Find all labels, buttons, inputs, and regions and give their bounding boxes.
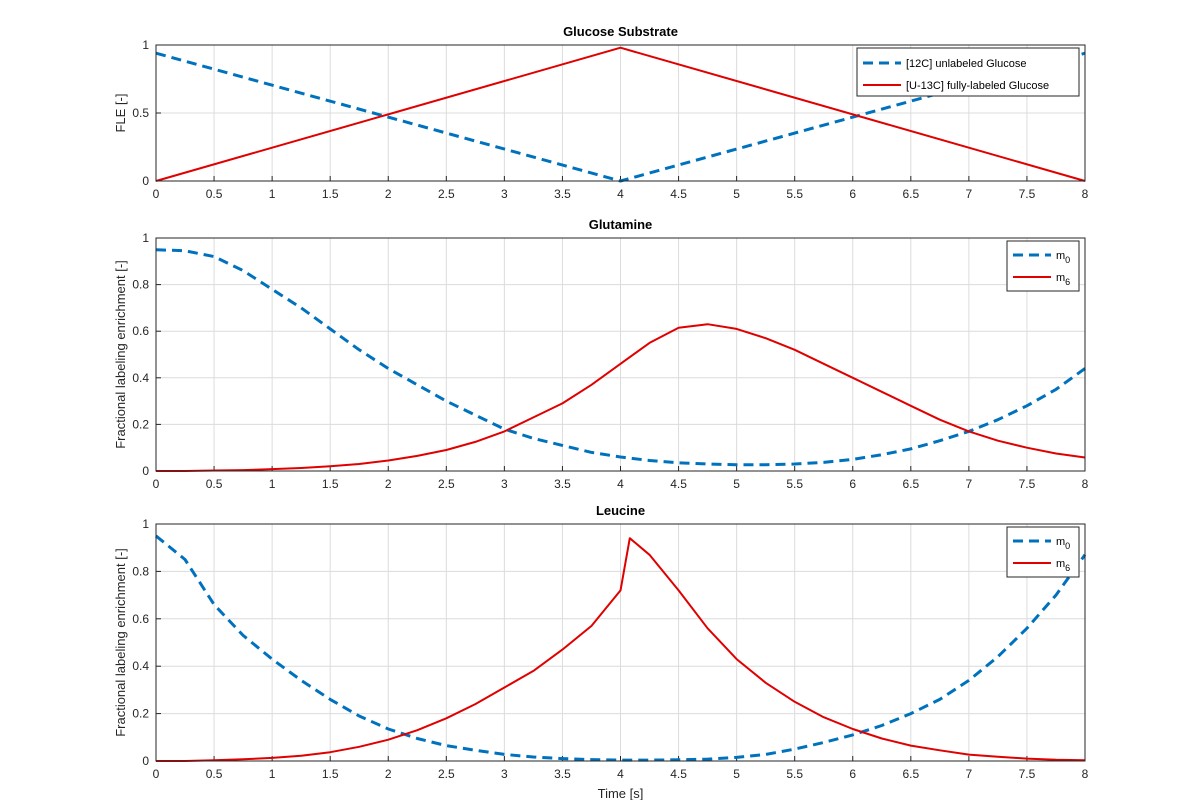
legend-label: m0 — [1056, 536, 1070, 551]
legend-box — [1006, 526, 1080, 578]
legend-label: [U-13C] fully-labeled Glucose — [906, 80, 1049, 92]
x-tick-label: 8 — [1082, 767, 1089, 781]
y-tick-label: 0 — [142, 754, 149, 768]
y-tick-label: 1 — [142, 517, 149, 531]
y-axis-label: FLE [-] — [113, 93, 128, 132]
x-tick-label: 4 — [617, 767, 624, 781]
series-line-m6 — [156, 323, 1086, 472]
x-tick-label: 3 — [501, 767, 508, 781]
x-tick-label: 6.5 — [902, 767, 919, 781]
y-tick-label: 0.6 — [132, 324, 149, 338]
x-tick-label: 0.5 — [206, 767, 223, 781]
x-tick-label: 6 — [849, 477, 856, 491]
series-line-m6 — [156, 537, 1086, 762]
subplot-2: 0 0.5 1 1.5 2 2.5 3 3.5 4 4.5 5 5.5 6 6.5 7 7.5 8 0 0.2 0.4… — [113, 217, 1089, 491]
chart-title: Leucine — [596, 503, 645, 518]
x-tick-label: 5 — [733, 477, 740, 491]
series-line-u-13c-fully-labeled-glucose — [155, 46, 1086, 182]
chart-title: Glutamine — [589, 217, 653, 232]
axes-box — [155, 44, 1086, 182]
x-tick-label: 4.5 — [670, 477, 687, 491]
subplot-3: 0 0.5 1 1.5 2 2.5 3 3.5 4 4.5 5 5.5 6 6.5 7 7.5 8 0 0.2 0.4… — [113, 503, 1089, 800]
x-tick-label: 1.5 — [322, 767, 339, 781]
x-tick-label: 4.5 — [670, 187, 687, 201]
y-tick-label: 0.6 — [132, 612, 149, 626]
legend: [12C] unlabeled Glucose [U-13C] fully-lab… — [856, 47, 1080, 97]
y-tick-label: 0 — [142, 464, 149, 478]
x-tick-label: 6 — [849, 767, 856, 781]
y-axis-label: Fractional labeling enrichment [-] — [113, 260, 128, 449]
x-tick-label: 0.5 — [206, 187, 223, 201]
x-tick-label: 7 — [966, 187, 973, 201]
x-tick-label: 5.5 — [786, 767, 803, 781]
legend-label: m0 — [1056, 250, 1070, 265]
series-line-m0 — [155, 248, 1086, 467]
x-tick-label: 8 — [1082, 477, 1089, 491]
x-tick-label: 0.5 — [206, 477, 223, 491]
x-tick-label: 5 — [733, 187, 740, 201]
x-tick-label: 0 — [153, 187, 160, 201]
axes-box — [155, 523, 1086, 762]
x-tick-label: 2 — [385, 477, 392, 491]
x-tick-label: 5.5 — [786, 187, 803, 201]
x-tick-label: 7.5 — [1019, 477, 1036, 491]
chart-title: Glucose Substrate — [563, 24, 678, 39]
subplot-1: 0 0.5 1 1.5 2 2.5 3 3.5 4 4.5 5 5.5 6 6.5 7 7.5 8 0 0.5 1 Gl… — [113, 24, 1089, 201]
legend-box — [1006, 240, 1080, 292]
x-tick-label: 3 — [501, 477, 508, 491]
x-tick-label: 2.5 — [438, 477, 455, 491]
y-tick-label: 0.8 — [132, 564, 149, 578]
x-axis-label: Time [s] — [598, 786, 644, 800]
x-tick-label: 7.5 — [1019, 767, 1036, 781]
y-tick-label: 0.5 — [132, 106, 149, 120]
x-tick-label: 2.5 — [438, 767, 455, 781]
x-tick-label: 0 — [153, 767, 160, 781]
y-tick-label: 1 — [142, 38, 149, 52]
x-tick-label: 3 — [501, 187, 508, 201]
x-tick-label: 2.5 — [438, 187, 455, 201]
x-tick-label: 1.5 — [322, 477, 339, 491]
x-tick-label: 3.5 — [554, 187, 571, 201]
x-tick-label: 2 — [385, 767, 392, 781]
x-tick-label: 3.5 — [554, 767, 571, 781]
x-tick-label: 4 — [617, 477, 624, 491]
x-tick-label: 2 — [385, 187, 392, 201]
legend-label: m6 — [1056, 558, 1070, 573]
x-tick-label: 1 — [269, 477, 276, 491]
x-tick-label: 8 — [1082, 187, 1089, 201]
x-tick-label: 7 — [966, 767, 973, 781]
y-tick-label: 0 — [142, 174, 149, 188]
y-tick-label: 0.2 — [132, 707, 149, 721]
y-tick-label: 0.4 — [132, 371, 149, 385]
legend-label: [12C] unlabeled Glucose — [906, 58, 1026, 70]
x-tick-label: 5 — [733, 767, 740, 781]
legend-label: m6 — [1056, 272, 1070, 287]
x-tick-label: 5.5 — [786, 477, 803, 491]
legend-box — [856, 47, 1080, 97]
x-tick-label: 1.5 — [322, 187, 339, 201]
y-tick-label: 0.4 — [132, 659, 149, 673]
x-tick-label: 3.5 — [554, 477, 571, 491]
x-tick-label: 7.5 — [1019, 187, 1036, 201]
x-tick-label: 0 — [153, 477, 160, 491]
x-tick-label: 7 — [966, 477, 973, 491]
y-tick-label: 0.2 — [132, 417, 149, 431]
x-tick-label: 6.5 — [902, 187, 919, 201]
y-axis-label: Fractional labeling enrichment [-] — [113, 548, 128, 737]
x-tick-label: 4.5 — [670, 767, 687, 781]
y-tick-label: 1 — [142, 231, 149, 245]
x-tick-label: 6 — [849, 187, 856, 201]
x-tick-label: 1 — [269, 187, 276, 201]
y-tick-label: 0.8 — [132, 278, 149, 292]
axes-box — [155, 237, 1086, 472]
x-tick-label: 1 — [269, 767, 276, 781]
x-tick-label: 6.5 — [902, 477, 919, 491]
x-tick-label: 4 — [617, 187, 624, 201]
